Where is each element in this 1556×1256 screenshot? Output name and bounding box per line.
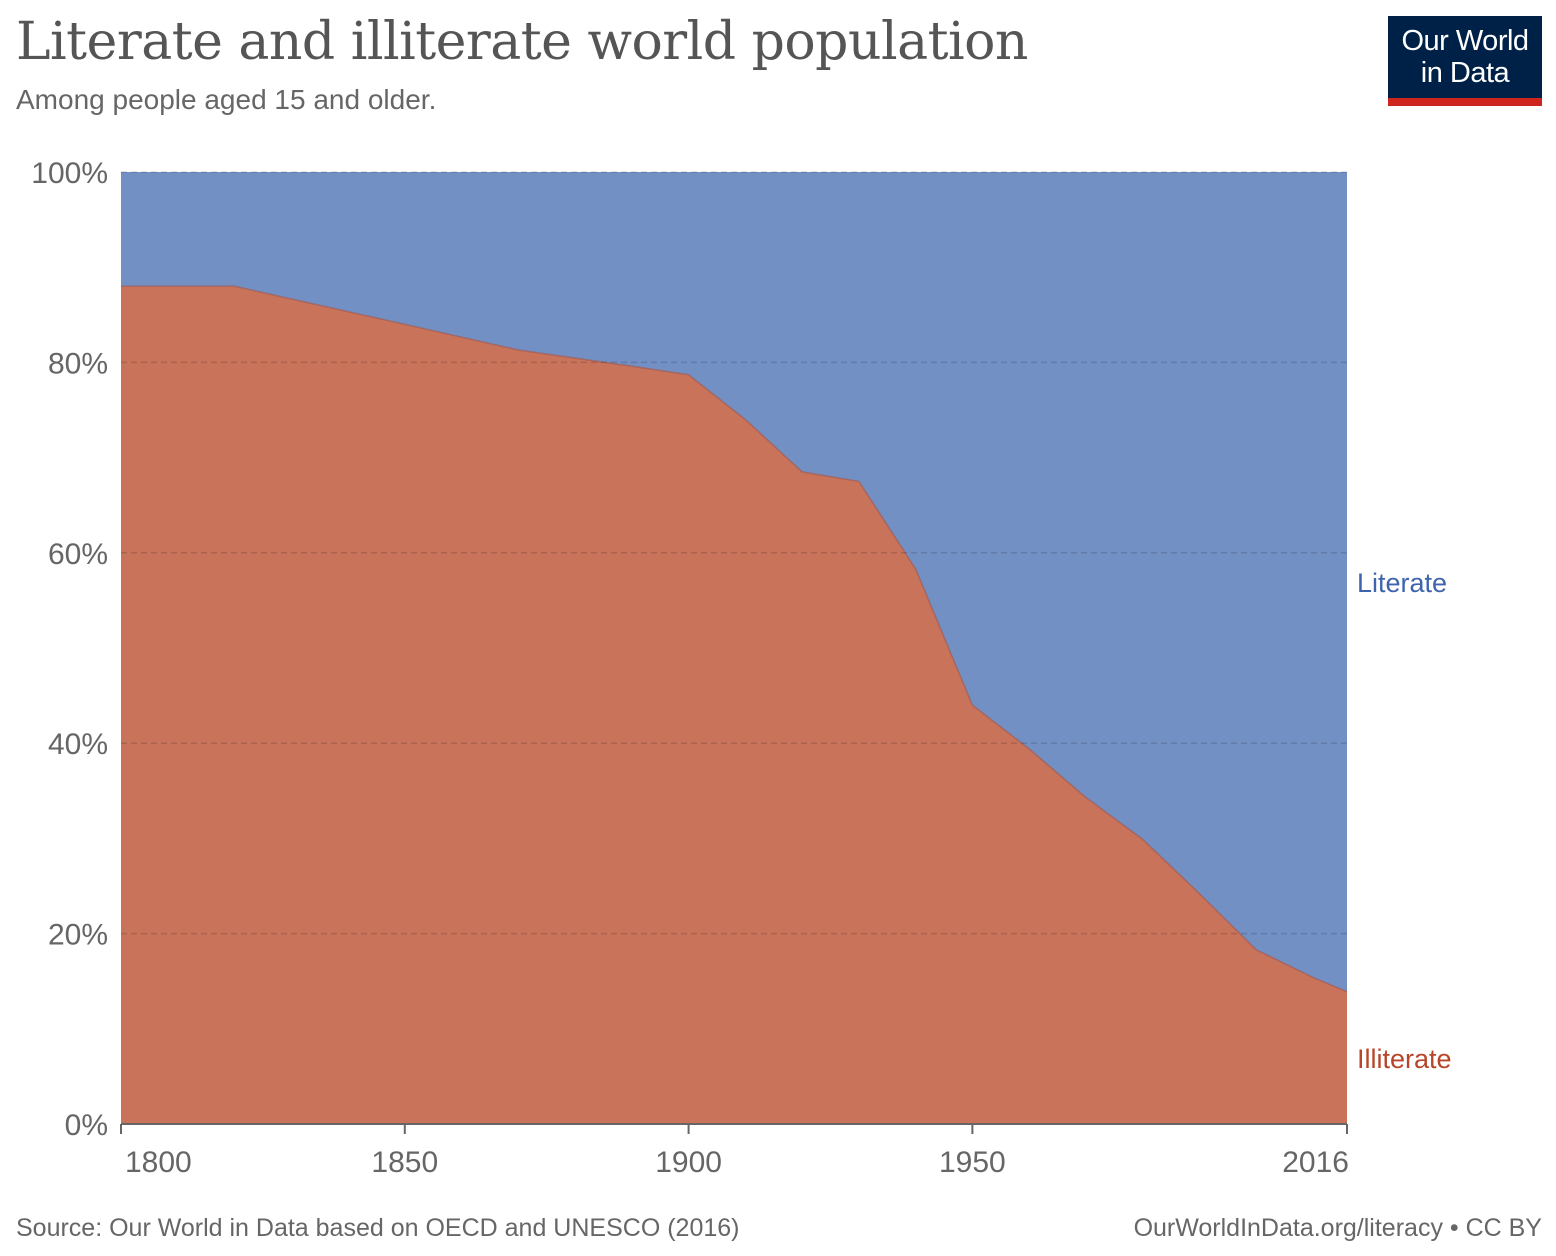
footer-link[interactable]: OurWorldInData.org/literacy • CC BY xyxy=(1133,1214,1542,1242)
chart-subtitle: Among people aged 15 and older. xyxy=(16,84,437,115)
chart-areas xyxy=(121,172,1348,1124)
x-tick-label: 1900 xyxy=(655,1146,722,1179)
owid-logo[interactable]: Our World in Data xyxy=(1388,16,1542,106)
series-label-illiterate: Illiterate xyxy=(1357,1044,1452,1074)
y-tick-label: 60% xyxy=(48,538,108,571)
source-note: Source: Our World in Data based on OECD … xyxy=(16,1214,740,1242)
y-tick-label: 20% xyxy=(48,919,108,952)
y-tick-label: 0% xyxy=(65,1109,108,1142)
y-tick-label: 100% xyxy=(31,157,108,190)
x-tick-label: 1850 xyxy=(371,1146,438,1179)
chart-gridlines xyxy=(121,171,1347,935)
y-tick-label: 40% xyxy=(48,728,108,761)
logo-line-2: in Data xyxy=(1420,57,1510,89)
series-label-literate: Literate xyxy=(1357,568,1447,598)
chart-axes: 0% 20% 40% 60% 80% 100% 1800 1850 1900 1950 2016 xyxy=(31,157,1349,1179)
chart-title: Literate and illiterate world population xyxy=(16,12,1028,72)
literate-area xyxy=(121,172,1347,992)
logo-line-1: Our World xyxy=(1401,25,1529,57)
series-boundary-line xyxy=(121,285,1348,993)
chart-series-labels: Literate Illiterate xyxy=(1357,568,1452,1074)
illiterate-area xyxy=(121,286,1347,1124)
x-tick-label: 1800 xyxy=(125,1146,192,1179)
x-tick-label: 1950 xyxy=(939,1146,1006,1179)
y-tick-label: 80% xyxy=(48,347,108,380)
x-tick-label: 2016 xyxy=(1282,1146,1349,1179)
